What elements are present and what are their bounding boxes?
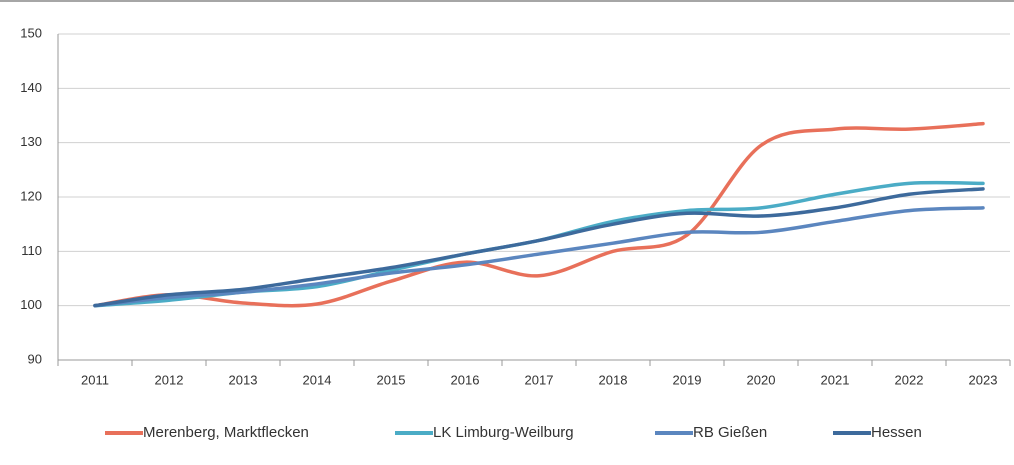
x-tick-label: 2012 [155,372,184,387]
legend-label: Merenberg, Marktflecken [143,424,309,441]
y-tick-label: 90 [28,351,42,366]
x-tick-label: 2019 [673,372,702,387]
x-tick-label: 2021 [821,372,850,387]
y-tick-label: 140 [20,80,42,95]
x-tick-label: 2014 [303,372,332,387]
x-tick-label: 2023 [969,372,998,387]
legend-label: Hessen [871,424,922,441]
y-tick-label: 130 [20,134,42,149]
x-tick-label: 2011 [81,372,109,387]
x-tick-label: 2018 [599,372,628,387]
series-line [93,121,985,308]
series-line [93,180,985,308]
x-tick-label: 2016 [451,372,480,387]
y-tick-label: 100 [20,297,42,312]
x-tick-label: 2015 [377,372,406,387]
x-tick-label: 2013 [229,372,258,387]
series-line [93,187,985,308]
x-tick-label: 2020 [747,372,776,387]
x-tick-label: 2017 [525,372,554,387]
y-tick-label: 110 [21,243,42,258]
y-tick-label: 150 [20,25,42,40]
legend-label: LK Limburg-Weilburg [433,424,574,441]
y-tick-label: 120 [20,188,42,203]
series-line [93,206,985,308]
x-tick-label: 2022 [895,372,924,387]
legend-label: RB Gießen [693,424,767,441]
